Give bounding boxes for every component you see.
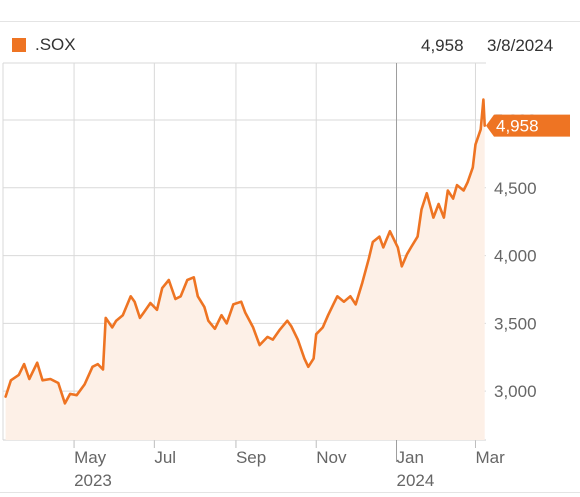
last-value-badge xyxy=(486,114,570,137)
y-tick-label: 4,500 xyxy=(494,179,537,198)
x-tick-label: Jul xyxy=(154,448,176,467)
y-tick-label: 3,000 xyxy=(494,382,537,401)
x-tick-label: Jan xyxy=(397,448,424,467)
current-value-readout: 4,958 xyxy=(421,36,464,55)
series-area xyxy=(5,99,485,440)
x-tick-label: Sep xyxy=(236,448,266,467)
legend-series-label: .SOX xyxy=(35,35,76,54)
x-tick-label: Mar xyxy=(475,448,505,467)
last-value-label: 4,958 xyxy=(496,117,539,136)
top-divider xyxy=(0,21,580,22)
area-layer xyxy=(5,99,485,440)
x-tick-label: Nov xyxy=(316,448,347,467)
tick-layer: 3,0003,5004,0004,5005,000May2023JulSepNo… xyxy=(74,111,536,490)
current-date-readout: 3/8/2024 xyxy=(487,36,554,55)
y-tick-label: 4,000 xyxy=(494,247,537,266)
legend-swatch xyxy=(12,38,26,52)
line-layer xyxy=(4,98,486,405)
x-tick-label: May xyxy=(74,448,107,467)
x-tick-year-label: 2024 xyxy=(397,471,435,490)
y-tick-label: 3,500 xyxy=(494,314,537,333)
badge-layer: 4,958 xyxy=(486,114,570,137)
series-line xyxy=(4,98,486,405)
bottom-divider xyxy=(0,492,580,493)
x-tick-year-label: 2023 xyxy=(74,471,112,490)
legend[interactable]: .SOX xyxy=(12,35,76,55)
